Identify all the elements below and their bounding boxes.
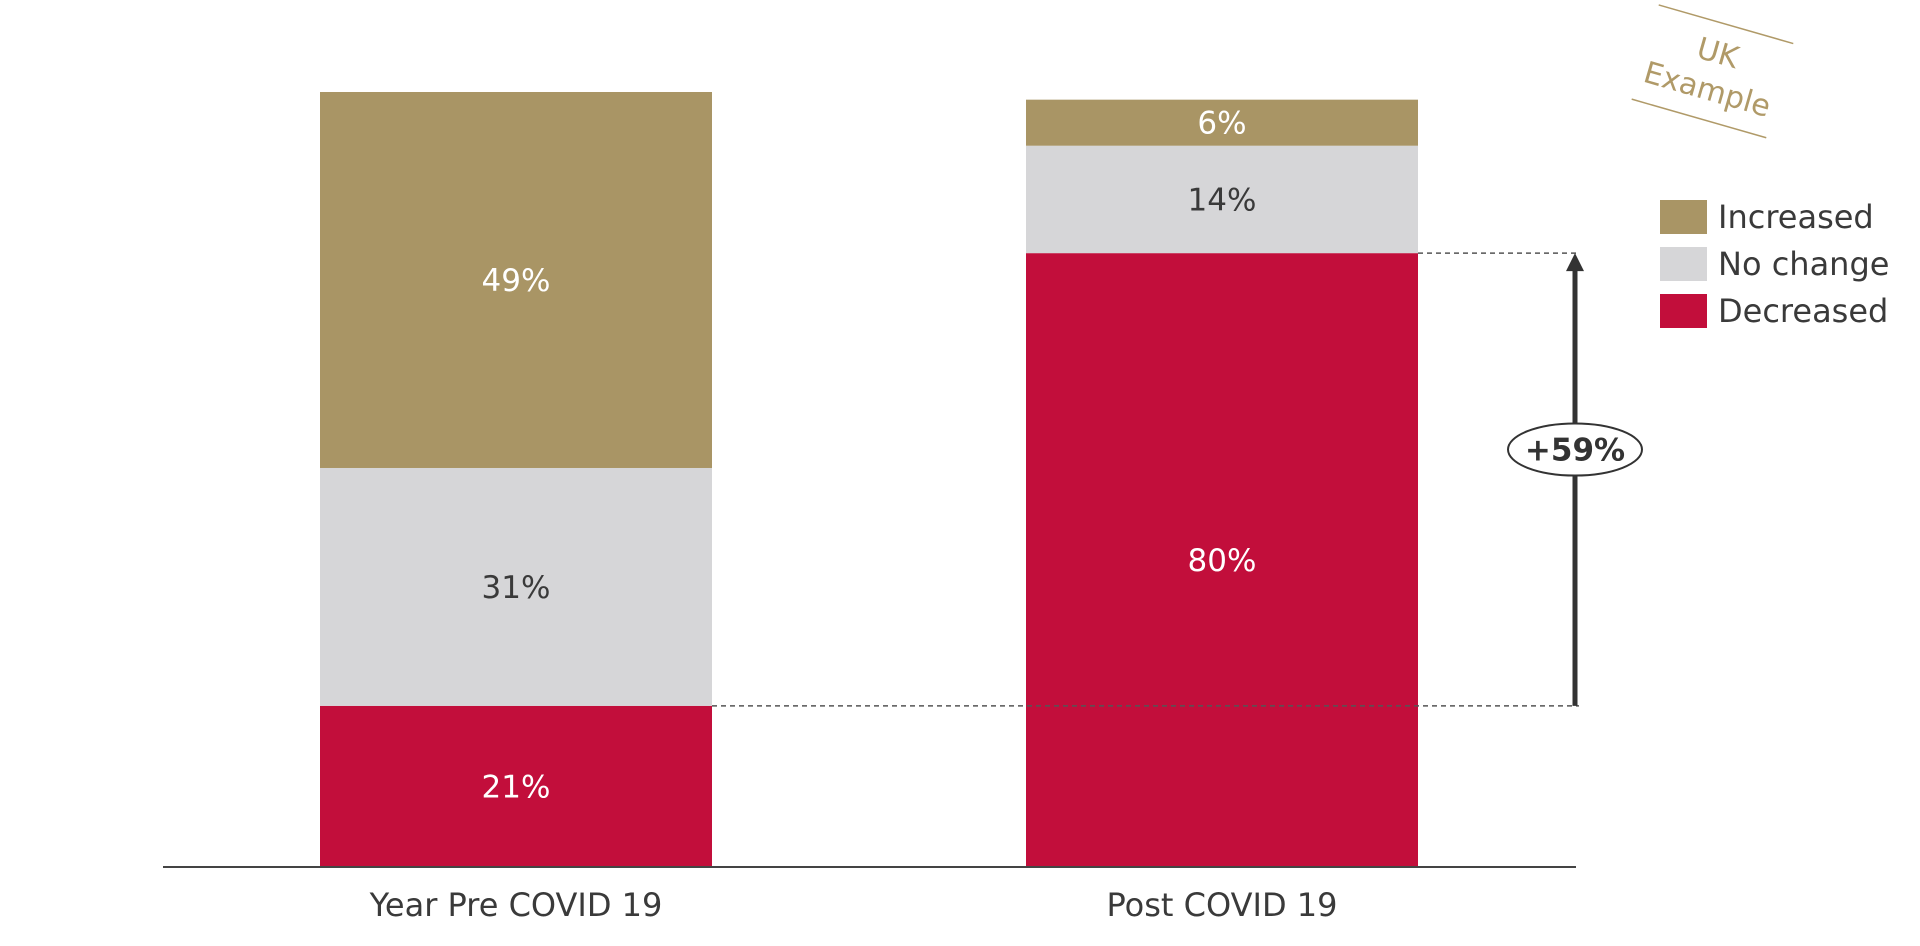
- category-label: Year Pre COVID 19: [369, 886, 663, 924]
- legend-swatch-no-change: [1660, 247, 1707, 281]
- category-label: Post COVID 19: [1107, 886, 1338, 924]
- legend-label: Increased: [1718, 198, 1874, 236]
- bar-segment-increased-0: [320, 92, 712, 468]
- legend: Increased No change Decreased: [1660, 198, 1889, 330]
- data-label: 14%: [1188, 182, 1257, 218]
- change-value: +59%: [1525, 433, 1625, 469]
- bar-segment-decreased-1: [1026, 253, 1418, 867]
- data-label: 80%: [1188, 543, 1257, 579]
- bar-segment-no-change-0: [320, 467, 712, 706]
- legend-label: Decreased: [1718, 292, 1888, 330]
- bar-group: 21% 31% 49% 80% 14% 6%: [320, 92, 1418, 867]
- data-label: 49%: [482, 263, 551, 299]
- guide-group: [712, 252, 1579, 707]
- change-annotation: +59%: [1507, 253, 1643, 706]
- arrow-up-icon: [1566, 253, 1584, 272]
- legend-label: No change: [1718, 245, 1889, 283]
- category-label-group: Year Pre COVID 19 Post COVID 19: [369, 886, 1338, 924]
- bar-segment-increased-1: [1026, 99, 1418, 146]
- legend-swatch-increased: [1660, 200, 1707, 234]
- legend-swatch-decreased: [1660, 294, 1707, 328]
- data-label: 31%: [482, 570, 551, 606]
- stamp-rule-top: [1658, 4, 1794, 45]
- data-label: 6%: [1197, 106, 1246, 142]
- data-label: 21%: [482, 769, 551, 805]
- bar-segment-no-change-1: [1026, 145, 1418, 254]
- stamp-rule-bottom: [1631, 98, 1767, 139]
- change-badge: [1507, 422, 1643, 477]
- bar-segment-decreased-0: [320, 705, 712, 867]
